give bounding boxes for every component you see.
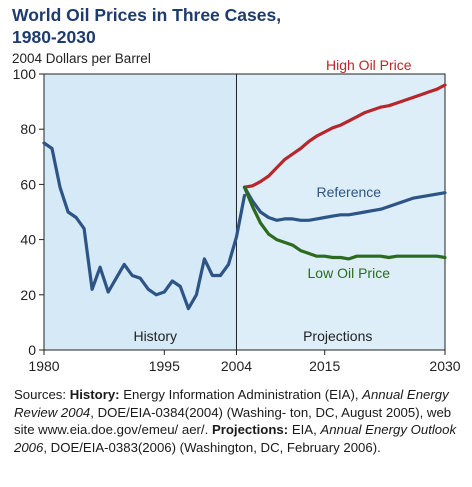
- series-line-high: [242, 83, 447, 189]
- history-source-label: History:: [69, 387, 120, 402]
- series-label-low: Low Oil Price: [308, 265, 391, 281]
- chart-subtitle: 2004 Dollars per Barrel: [12, 51, 151, 66]
- projections-region-label: Projections: [303, 328, 372, 344]
- y-tick-label: 60: [20, 176, 36, 192]
- chart-title-line-2: 1980-2030: [12, 27, 96, 47]
- x-tick-label: 1995: [149, 358, 180, 374]
- plot-frame: [43, 73, 446, 351]
- series-label-reference: Reference: [316, 184, 381, 200]
- history-source-text-2: , DOE/EIA-0384(2004) (Washing- ton, DC, …: [14, 404, 452, 438]
- projections-source-text-2: , DOE/EIA-0383(2006) (Washington, DC, Fe…: [43, 439, 381, 455]
- projections-source-label: Projections:: [211, 422, 289, 437]
- y-tick-label: 20: [20, 287, 36, 303]
- history-region-label: History: [133, 328, 177, 344]
- history-source-title: Annual Energy Review 2004: [14, 387, 449, 420]
- sources-note: Sources: History: Energy Information Adm…: [14, 386, 464, 456]
- projection-region: [236, 74, 445, 350]
- y-tick-label: 0: [28, 342, 36, 358]
- chart-title-line-1: World Oil Prices in Three Cases,: [12, 5, 282, 25]
- y-tick-label: 100: [13, 66, 37, 82]
- sources-label: Sources:: [14, 387, 67, 402]
- history-region: [44, 74, 237, 350]
- y-tick-label: 80: [20, 121, 36, 137]
- chart-title: World Oil Prices in Three Cases, 1980-20…: [12, 4, 462, 48]
- x-tick-label: 2004: [221, 358, 252, 374]
- x-tick-label: 2015: [309, 358, 340, 374]
- series-line-history: [42, 141, 247, 311]
- series-line-reference: [242, 185, 447, 222]
- x-tick-label: 1980: [28, 358, 59, 374]
- projections-source-title: Annual Energy Outlook 2006: [14, 422, 457, 455]
- history-source-text-1: Energy Information Administration (EIA),: [123, 387, 359, 402]
- y-tick-label: 40: [20, 232, 36, 248]
- x-tick-label: 2030: [429, 358, 460, 374]
- series-line-low: [242, 185, 447, 261]
- series-label-high: High Oil Price: [326, 57, 412, 73]
- projections-source-text-1: EIA,: [291, 422, 317, 437]
